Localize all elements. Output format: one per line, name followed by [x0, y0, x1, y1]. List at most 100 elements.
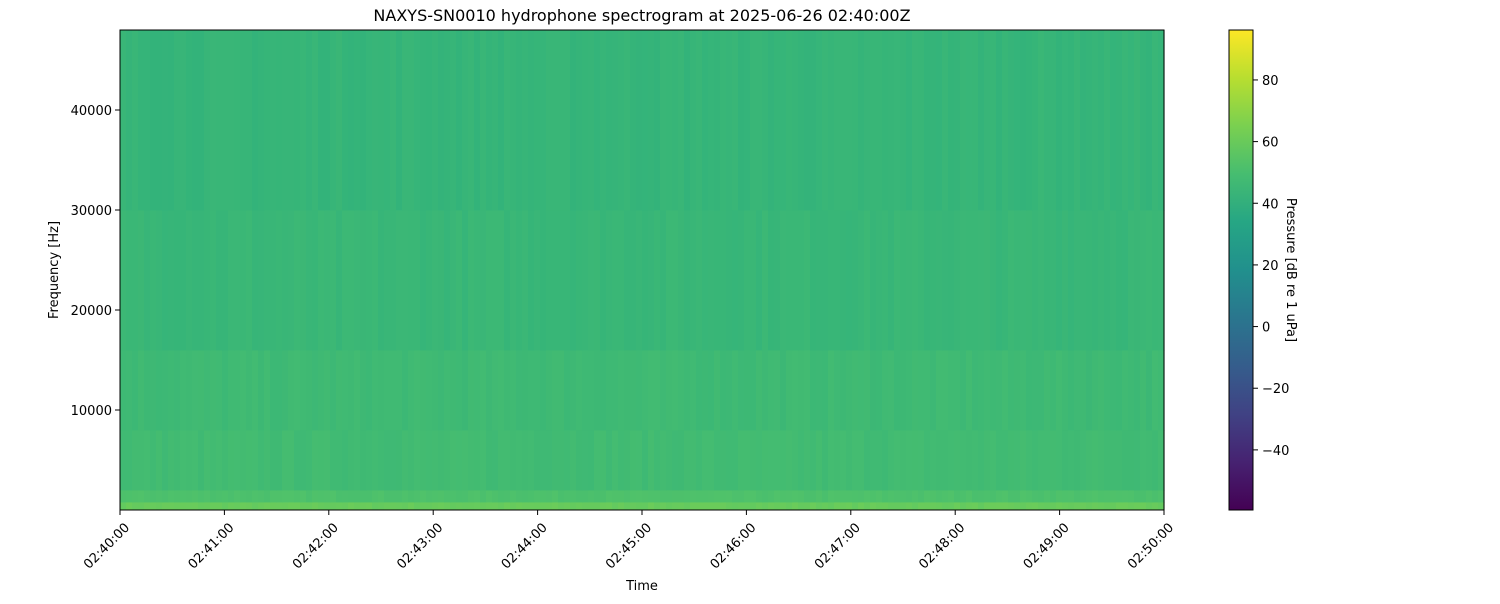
- spectrogram-cell: [336, 502, 343, 511]
- spectrogram-cell: [282, 210, 289, 351]
- spectrogram-cell: [720, 210, 727, 351]
- spectrogram-cell: [1080, 210, 1087, 351]
- spectrogram-cell: [528, 30, 535, 211]
- spectrogram-cell: [1056, 30, 1063, 211]
- spectrogram-cell: [774, 490, 781, 503]
- spectrogram-cell: [876, 350, 883, 431]
- spectrogram-cell: [264, 30, 271, 211]
- spectrogram-cell: [966, 430, 973, 491]
- spectrogram-cell: [978, 502, 985, 511]
- spectrogram-cell: [120, 210, 127, 351]
- spectrogram-cell: [996, 430, 1003, 491]
- spectrogram-cell: [186, 502, 193, 511]
- spectrogram-cell: [996, 30, 1003, 211]
- spectrogram-cell: [222, 210, 229, 351]
- spectrogram-cell: [786, 430, 793, 491]
- spectrogram-cell: [684, 30, 691, 211]
- spectrogram-cell: [1026, 430, 1033, 491]
- spectrogram-cell: [618, 30, 625, 211]
- spectrogram-cell: [258, 502, 265, 511]
- spectrogram-cell: [894, 490, 901, 503]
- spectrogram-cell: [144, 490, 151, 503]
- spectrogram-cell: [1098, 430, 1105, 491]
- spectrogram-cell: [642, 490, 649, 503]
- spectrogram-cell: [870, 490, 877, 503]
- spectrogram-cell: [354, 210, 361, 351]
- spectrogram-cell: [576, 430, 583, 491]
- spectrogram-cell: [1086, 350, 1093, 431]
- spectrogram-cell: [150, 490, 157, 503]
- spectrogram-cell: [420, 430, 427, 491]
- spectrogram-cell: [192, 490, 199, 503]
- spectrogram-cell: [888, 502, 895, 511]
- spectrogram-cell: [1158, 30, 1165, 211]
- spectrogram-cell: [330, 350, 337, 431]
- spectrogram-cell: [552, 350, 559, 431]
- spectrogram-cell: [636, 502, 643, 511]
- spectrogram-cell: [606, 502, 613, 511]
- spectrogram-cell: [1122, 430, 1129, 491]
- spectrogram-cell: [840, 30, 847, 211]
- spectrogram-cell: [1122, 350, 1129, 431]
- spectrogram-cell: [654, 430, 661, 491]
- spectrogram-cell: [894, 430, 901, 491]
- spectrogram-cell: [444, 430, 451, 491]
- spectrogram-cell: [876, 490, 883, 503]
- spectrogram-cell: [450, 350, 457, 431]
- spectrogram-cell: [252, 350, 259, 431]
- spectrogram-cell: [192, 210, 199, 351]
- spectrogram-cell: [912, 502, 919, 511]
- spectrogram-cell: [978, 210, 985, 351]
- spectrogram-cell: [828, 490, 835, 503]
- spectrogram-cell: [762, 502, 769, 511]
- spectrogram-cell: [540, 210, 547, 351]
- spectrogram-cell: [834, 30, 841, 211]
- spectrogram-cell: [216, 30, 223, 211]
- spectrogram-cell: [138, 350, 145, 431]
- spectrogram-cell: [1128, 30, 1135, 211]
- spectrogram-cell: [294, 350, 301, 431]
- spectrogram-cell: [846, 490, 853, 503]
- spectrogram-cell: [156, 502, 163, 511]
- spectrogram-cell: [1062, 30, 1069, 211]
- spectrogram-cell: [204, 210, 211, 351]
- spectrogram-cell: [450, 30, 457, 211]
- spectrogram-cell: [372, 350, 379, 431]
- spectrogram-cell: [930, 490, 937, 503]
- spectrogram-cell: [1002, 502, 1009, 511]
- spectrogram-cell: [852, 502, 859, 511]
- spectrogram-cell: [1152, 210, 1159, 351]
- spectrogram-cell: [198, 502, 205, 511]
- spectrogram-cell: [306, 502, 313, 511]
- spectrogram-cell: [570, 502, 577, 511]
- spectrogram-cell: [360, 490, 367, 503]
- spectrogram-cell: [1140, 430, 1147, 491]
- spectrogram-cell: [1020, 30, 1027, 211]
- spectrogram-cell: [372, 502, 379, 511]
- spectrogram-cell: [672, 490, 679, 503]
- spectrogram-cell: [384, 502, 391, 511]
- spectrogram-cell: [288, 490, 295, 503]
- spectrogram-cell: [984, 490, 991, 503]
- spectrogram-cell: [132, 490, 139, 503]
- spectrogram-cell: [720, 430, 727, 491]
- spectrogram-cell: [1020, 350, 1027, 431]
- spectrogram-cell: [150, 350, 157, 431]
- spectrogram-cell: [1026, 210, 1033, 351]
- spectrogram-cell: [378, 430, 385, 491]
- spectrogram-plot: [120, 30, 1165, 511]
- spectrogram-cell: [510, 210, 517, 351]
- spectrogram-cell: [156, 210, 163, 351]
- spectrogram-cell: [894, 210, 901, 351]
- spectrogram-cell: [582, 490, 589, 503]
- spectrogram-cell: [204, 430, 211, 491]
- spectrogram-cell: [204, 350, 211, 431]
- spectrogram-cell: [852, 210, 859, 351]
- spectrogram-cell: [1050, 430, 1057, 491]
- spectrogram-cell: [252, 502, 259, 511]
- spectrogram-cell: [1026, 502, 1033, 511]
- spectrogram-cell: [228, 490, 235, 503]
- spectrogram-cell: [636, 30, 643, 211]
- spectrogram-cell: [228, 502, 235, 511]
- spectrogram-cell: [1068, 210, 1075, 351]
